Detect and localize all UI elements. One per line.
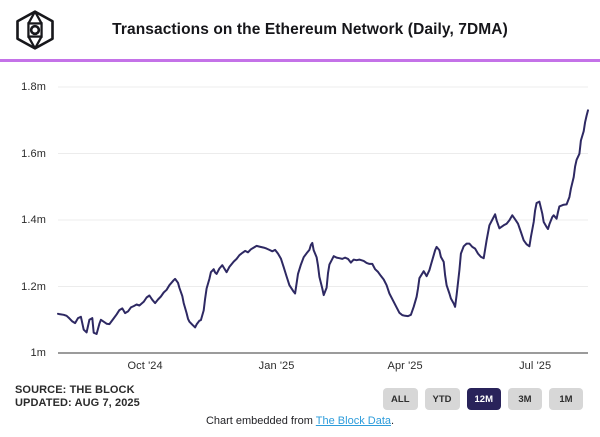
transactions-series-line <box>57 109 589 335</box>
source-line: SOURCE: THE BLOCK <box>15 384 135 396</box>
y-axis-tick-1m: 1m <box>30 347 46 359</box>
range-button-3m[interactable]: 3M <box>508 388 542 410</box>
y-axis-tick-1.4m: 1.4m <box>21 214 46 226</box>
x-axis-tick-Apr25: Apr '25 <box>387 360 423 372</box>
the-block-cube-logo-icon <box>16 10 54 50</box>
chart-title: Transactions on the Ethereum Network (Da… <box>112 20 508 38</box>
source-attribution: SOURCE: THE BLOCK UPDATED: AUG 7, 2025 <box>15 384 140 410</box>
embed-note-period: . <box>391 415 395 427</box>
y-axis-tick-1.6m: 1.6m <box>21 147 46 160</box>
header: Transactions on the Ethereum Network (Da… <box>0 0 600 59</box>
embed-note-text: Chart embedded from <box>205 415 316 427</box>
range-button-1m[interactable]: 1M <box>549 388 583 410</box>
x-axis-tick-Jan25: Jan '25 <box>258 360 295 372</box>
line-chart: 1m 1.2m 1.4m 1.6m 1.8m Oct '24 Jan '25 Apr '25 J… <box>0 62 600 380</box>
embed-note: Chart embedded from The Block Data. <box>0 415 600 427</box>
range-button-ytd[interactable]: YTD <box>424 388 460 410</box>
range-selector: ALL YTD 12M 3M 1M <box>383 388 583 410</box>
y-axis-tick-1.2m: 1.2m <box>21 280 46 293</box>
chart-plot-area <box>57 86 589 354</box>
brand-accent-divider <box>0 59 600 62</box>
the-block-data-link[interactable]: The Block Data <box>315 415 391 427</box>
y-axis-tick-1.8m: 1.8m <box>21 81 46 93</box>
updated-line: UPDATED: AUG 7, 2025 <box>15 397 140 409</box>
range-button-all[interactable]: ALL <box>383 388 418 410</box>
x-axis-tick-Jul25: Jul '25 <box>519 360 552 372</box>
x-axis-tick-Oct24: Oct '24 <box>127 360 163 372</box>
range-button-12m[interactable]: 12M <box>466 388 501 410</box>
